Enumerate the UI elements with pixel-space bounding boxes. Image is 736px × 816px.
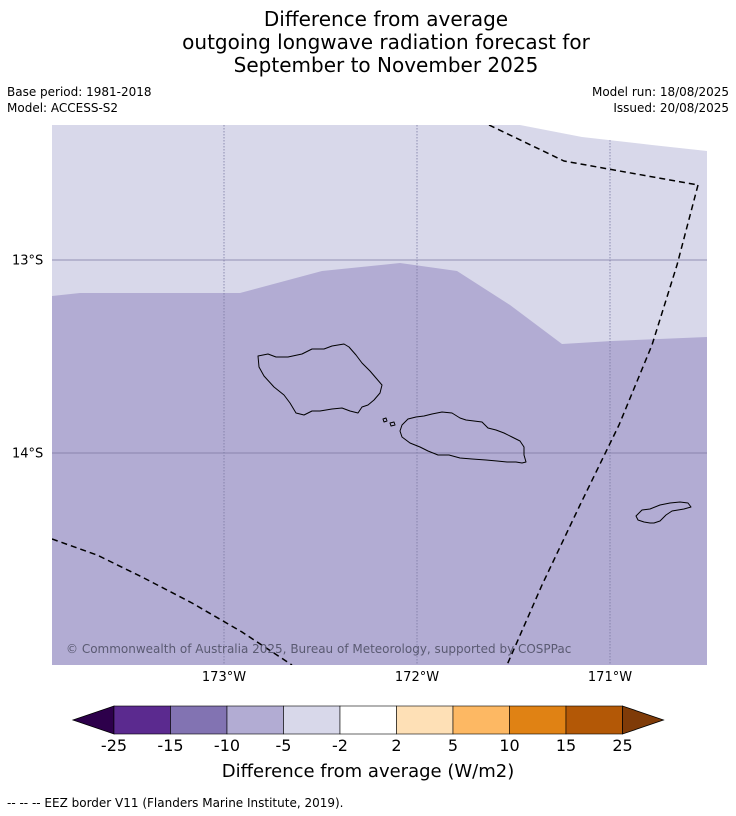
colorbar-tick-label: 10 <box>499 736 520 755</box>
lon-label-172w: 172°W <box>394 670 440 685</box>
colorbar-tick-label: 5 <box>447 736 459 755</box>
forecast-map: © Commonwealth of Australia 2025, Bureau… <box>52 125 707 665</box>
meta-left: Base period: 1981-2018 Model: ACCESS-S2 <box>7 84 152 116</box>
colorbar <box>71 705 665 735</box>
eez-footnote: -- -- -- EEZ border V11 (Flanders Marine… <box>7 796 344 810</box>
colorbar-tick-label: 25 <box>612 736 633 755</box>
lon-label-171w: 171°W <box>587 670 633 685</box>
colorbar-segment <box>565 705 623 735</box>
colorbar-tick-label: 2 <box>391 736 402 755</box>
colorbar-title: Difference from average (W/m2) <box>221 761 515 782</box>
colorbar-tick-label: -25 <box>100 736 128 755</box>
map-top-edge <box>520 125 707 151</box>
colorbar-segment <box>396 705 454 735</box>
title-line-1: Difference from average <box>263 7 509 31</box>
colorbar-segment <box>113 705 171 735</box>
eez-border-north <box>488 125 699 186</box>
colorbar-segment <box>226 705 284 735</box>
colorbar-segment <box>452 705 510 735</box>
chart-title: Difference from average outgoing longwav… <box>0 8 736 77</box>
island-tutuila <box>635 501 692 524</box>
colorbar-segment <box>170 705 228 735</box>
eez-borders <box>52 125 699 665</box>
model-run-text: Model run: 18/08/2025 <box>591 85 729 99</box>
colorbar-tick-label: -5 <box>275 736 292 755</box>
title-line-2: outgoing longwave radiation forecast for <box>182 30 590 54</box>
base-period-text: Base period: 1981-2018 <box>7 85 152 99</box>
lat-label-13s: 13°S <box>12 253 44 269</box>
model-text: Model: ACCESS-S2 <box>7 101 119 115</box>
colorbar-segment <box>283 705 341 735</box>
eez-border-southwest <box>52 538 293 665</box>
colorbar-tick-label: 15 <box>555 736 577 755</box>
issued-text: Issued: 20/08/2025 <box>613 101 729 115</box>
colorbar-segment <box>339 705 397 735</box>
map-region-dark <box>52 263 707 665</box>
eez-border-east <box>506 184 699 665</box>
colorbar-segment <box>509 705 567 735</box>
island-upolu <box>399 411 527 464</box>
map-gridlines <box>52 125 707 665</box>
island-manono <box>389 421 396 427</box>
map-copyright: © Commonwealth of Australia 2025, Bureau… <box>66 642 571 656</box>
island-apolima <box>382 417 388 423</box>
lat-label-14s: 14°S <box>12 446 44 462</box>
colorbar-tick-label: -2 <box>332 736 348 755</box>
colorbar-over-triangle <box>622 705 665 735</box>
lon-label-173w: 173°W <box>201 670 247 685</box>
island-savaii <box>257 343 383 416</box>
colorbar-under-triangle <box>71 705 115 735</box>
meta-right: Model run: 18/08/2025 Issued: 20/08/2025 <box>592 84 729 116</box>
colorbar-tick-label: -15 <box>157 736 184 755</box>
islands <box>257 343 692 524</box>
title-line-3: September to November 2025 <box>233 53 539 77</box>
colorbar-tick-label: -10 <box>213 736 241 755</box>
